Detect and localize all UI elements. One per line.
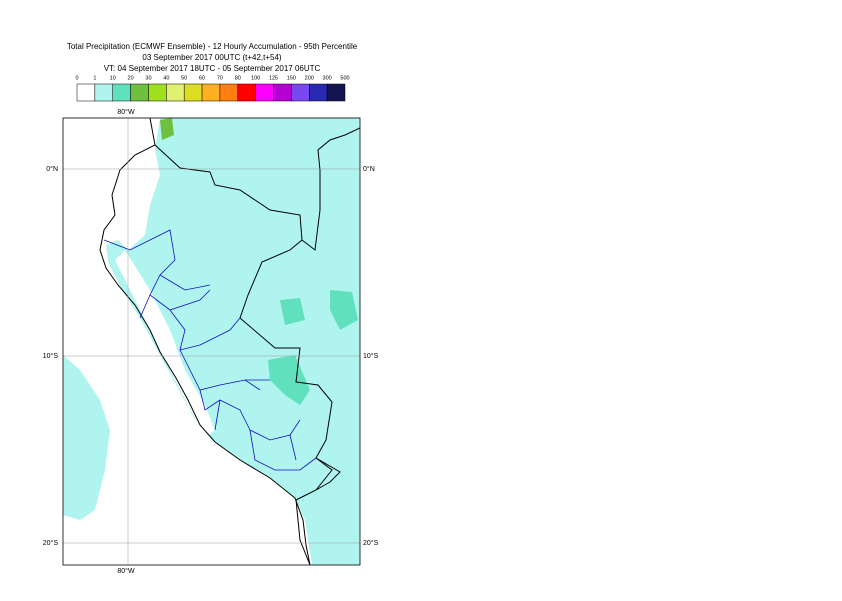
colorbar-box (219, 83, 239, 102)
lon-label: 80°W (117, 108, 135, 116)
colorbar-label: 30 (145, 75, 151, 81)
colorbar-label: 200 (305, 75, 314, 81)
colorbar-box (183, 83, 203, 102)
colorbar-label: 40 (163, 75, 169, 81)
colorbar-label: 80 (235, 75, 241, 81)
colorbar-box (148, 83, 167, 102)
lon-label: 80°W (117, 567, 135, 575)
colorbar-box (130, 83, 149, 102)
colorbar-box (166, 83, 185, 102)
precip-core (268, 355, 310, 405)
base-time: 03 September 2017 00UTC (t+42,t+54) (142, 53, 282, 62)
colorbar-box (309, 83, 328, 102)
colorbar-box (201, 83, 221, 102)
valid-time: VT: 04 September 2017 18UTC - 05 Septemb… (104, 64, 321, 73)
colorbar-box (255, 83, 274, 102)
colorbar-label: 10 (110, 75, 116, 81)
colorbar-box (291, 83, 310, 102)
colorbar-label: 300 (323, 75, 332, 81)
colorbar-label: 1 (93, 75, 96, 81)
precip-area (106, 118, 360, 565)
colorbar-label: 20 (128, 75, 134, 81)
lat-label: 20°S (43, 539, 59, 547)
colorbar-label: 50 (181, 75, 187, 81)
colorbar-label: 500 (340, 75, 349, 81)
colorbar-label: 70 (217, 75, 223, 81)
precip-core (160, 118, 174, 140)
precip-area (200, 118, 280, 140)
colorbar: 0 1 10 20 30 40 50 60 70 80 100 125 150 200 300 500 (75, 75, 350, 102)
colorbar-label: 100 (251, 75, 260, 81)
map-frame (62, 117, 361, 566)
colorbar-label: 60 (199, 75, 205, 81)
coastline (99, 118, 311, 565)
regional-border (103, 229, 317, 471)
colorbar-box (76, 83, 96, 102)
colorbar-box (237, 83, 256, 102)
colorbar-label: 150 (287, 75, 296, 81)
colorbar-label: 125 (269, 75, 278, 81)
title: Total Precipitation (ECMWF Ensemble) - 1… (67, 42, 358, 51)
lat-label: 10°S (363, 352, 379, 360)
colorbar-label: 0 (75, 75, 78, 81)
national-border (154, 127, 360, 565)
colorbar-box (94, 83, 113, 102)
precip-area (63, 355, 110, 520)
colorbar-box (273, 83, 292, 102)
colorbar-box (326, 83, 346, 102)
precip-core (280, 298, 305, 325)
precip-core (330, 290, 358, 330)
lat-label: 0°N (363, 165, 375, 173)
map: 80°W 80°W 0°N 10°S 20°S 0°N 10°S 20°S (43, 108, 379, 575)
lat-label: 20°S (363, 539, 379, 547)
lat-label: 10°S (43, 352, 59, 360)
lat-label: 0°N (46, 165, 58, 173)
colorbar-box (112, 83, 131, 102)
precip-area (115, 250, 215, 438)
